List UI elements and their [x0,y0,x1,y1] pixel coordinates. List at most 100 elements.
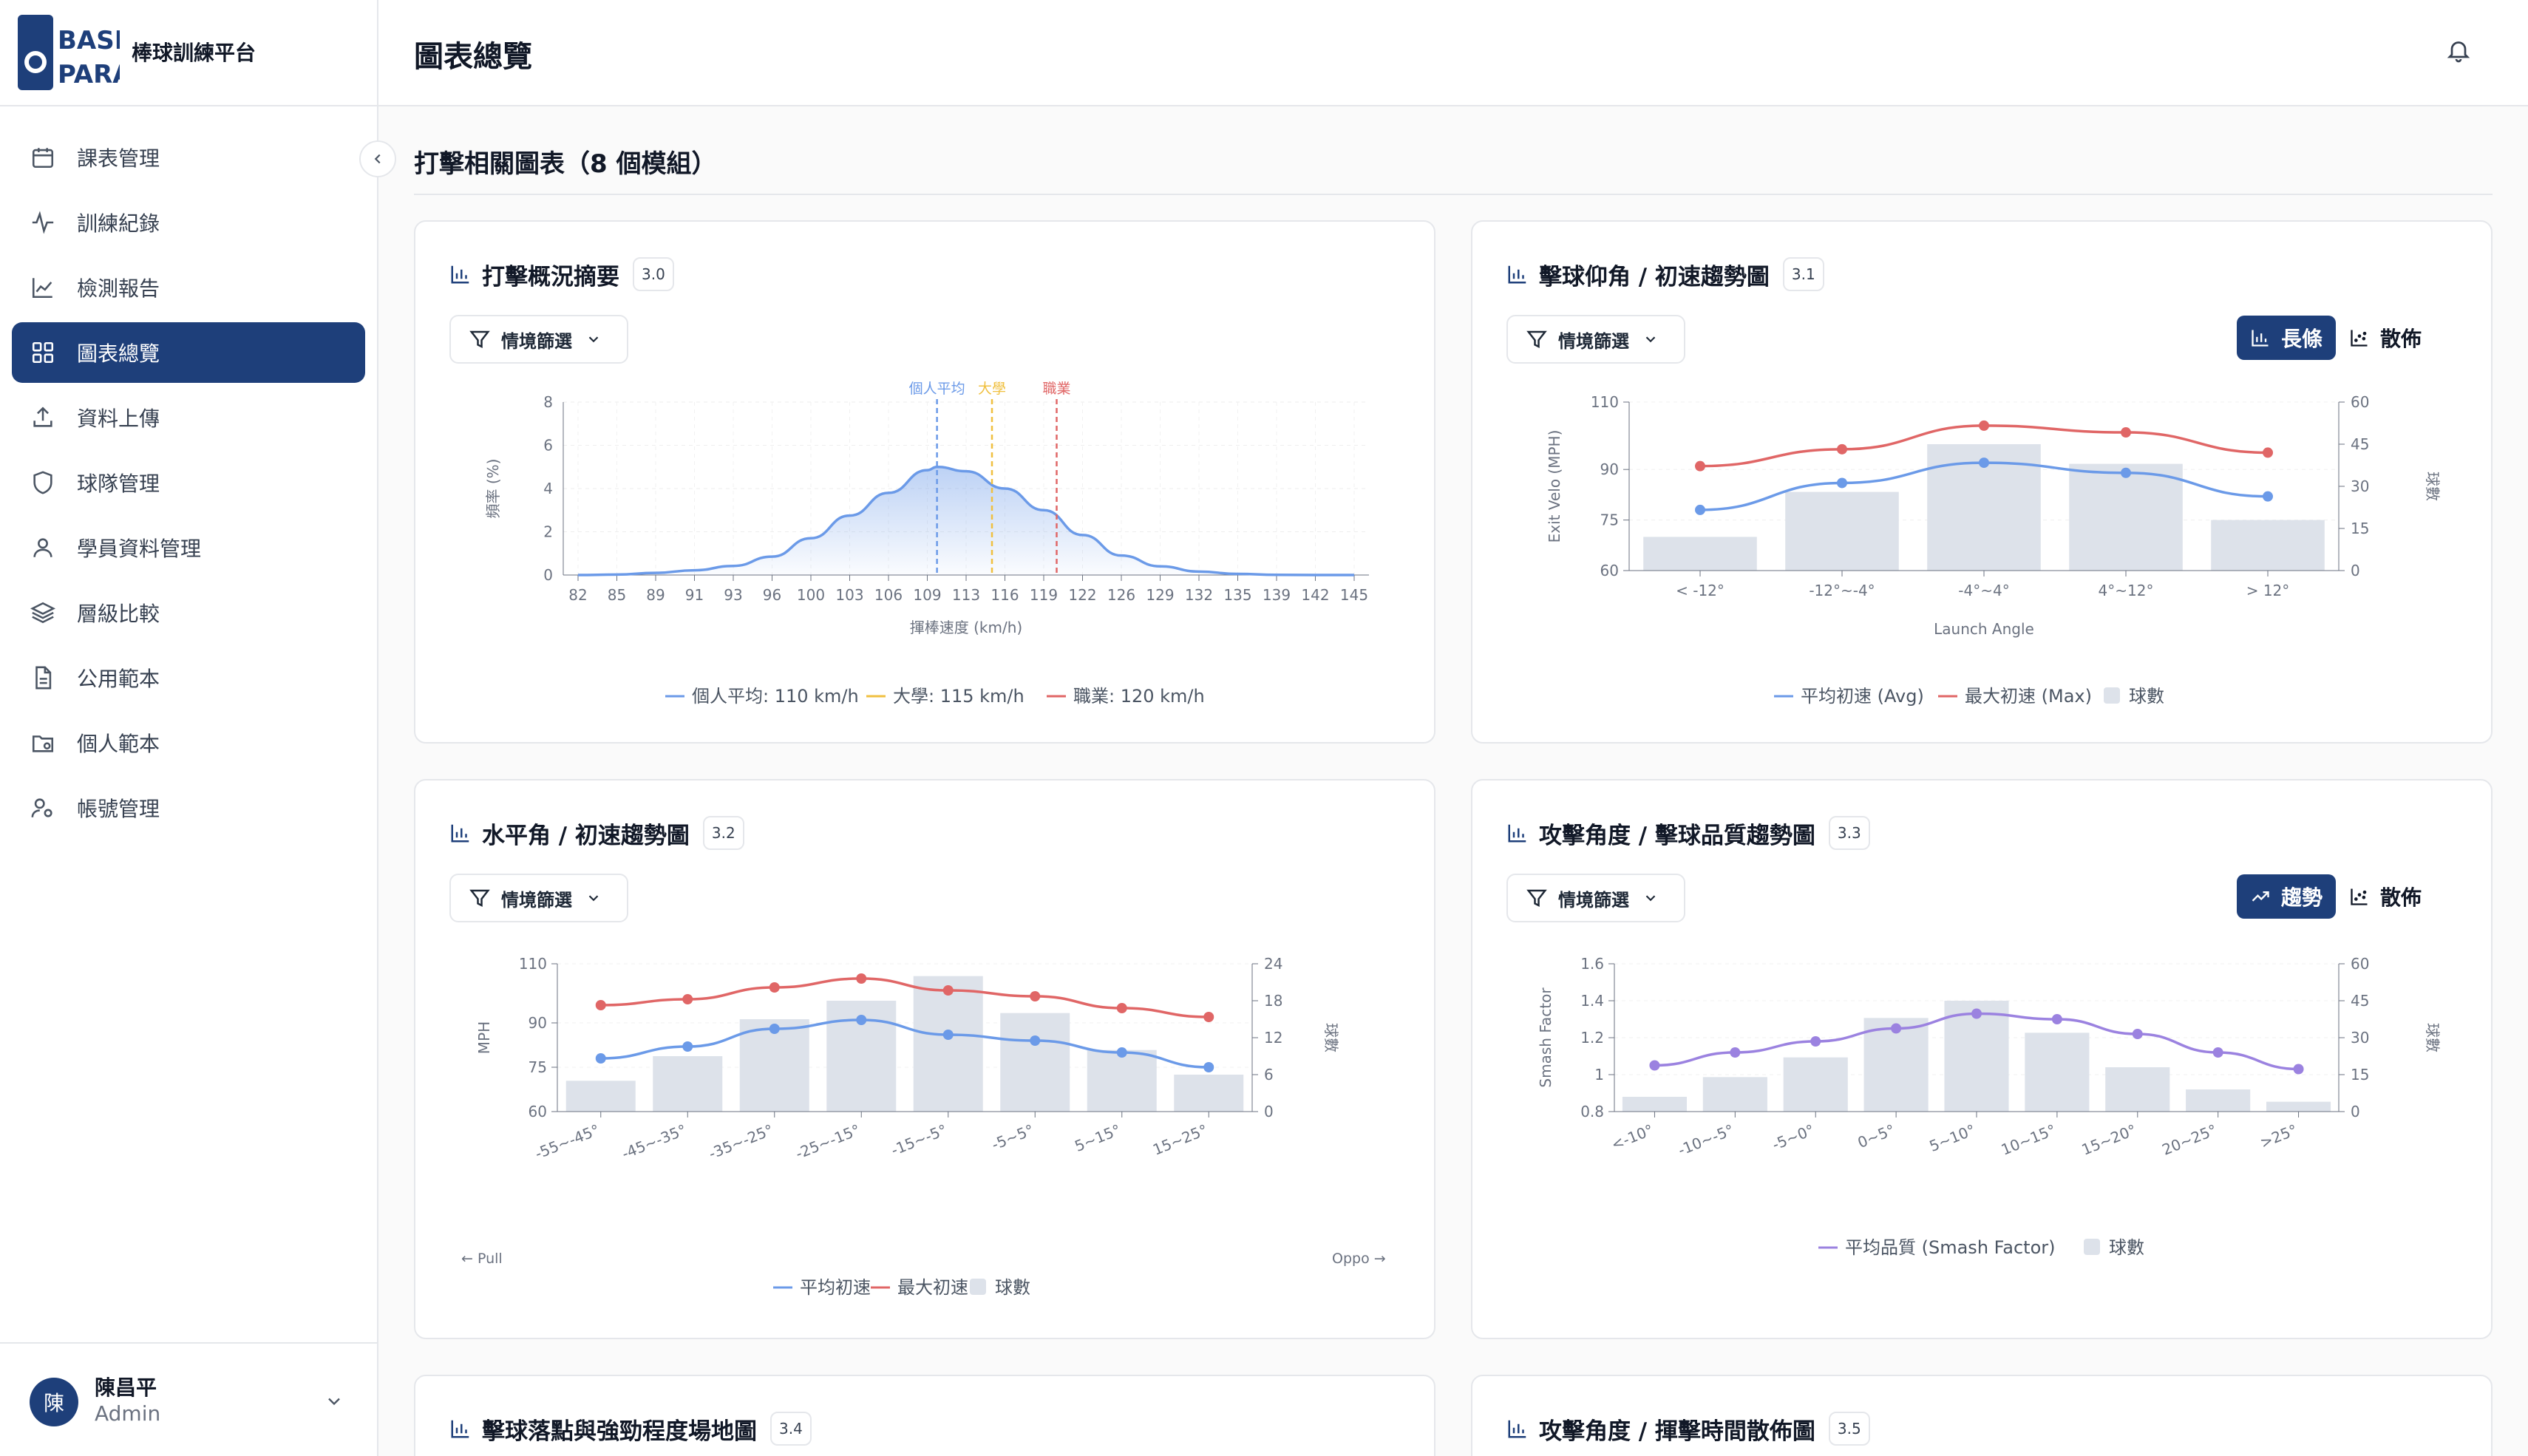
grid-icon [28,338,58,367]
x-tick-label: >25° [2257,1120,2300,1151]
bell-icon[interactable] [2445,37,2472,64]
x-tick-label: 129 [1146,586,1174,604]
filter-label: 情境篩選 [501,330,572,352]
series-point-0 [1730,1047,1741,1058]
sidebar-item-upload[interactable]: 資料上傳 [12,387,365,448]
y-tick-label: 1.4 [1580,992,1604,1010]
card-header: 打擊概況摘要 3.0 [449,257,674,291]
count-bar [1783,1057,1848,1112]
filter-label: 情境篩選 [501,889,572,911]
bar-chart-icon [2252,330,2269,347]
x-axis-title: Launch Angle [1934,620,2034,638]
sidebar-item-personal-templates[interactable]: 個人範本 [12,712,365,773]
y2-axis-title: 球數 [2424,1023,2442,1052]
count-bar [1000,1013,1070,1112]
sidebar-item-public-templates[interactable]: 公用範本 [12,647,365,708]
scenario-filter-button[interactable]: 情境篩選 [449,874,628,922]
y-tick-label: 1.2 [1580,1029,1604,1047]
chevron-down-icon [588,895,599,902]
card-title: 擊球仰角 / 初速趨勢圖 [1539,263,1770,290]
x-tick-label: -4°~4° [1958,582,2009,599]
sidebar-item-reports[interactable]: 檢測報告 [12,257,365,318]
card-title: 攻擊角度 / 揮擊時間散佈圖 [1539,1418,1815,1445]
sidebar-item-schedule[interactable]: 課表管理 [12,127,365,188]
series-point-0 [1695,504,1705,515]
trending-up-icon [2252,891,2269,902]
y-axis-title: Exit Velo (MPH) [1546,430,1563,543]
scenario-filter-button[interactable]: 情境篩選 [449,315,628,364]
series-point-0 [595,1053,606,1064]
series-point-1 [1695,460,1705,472]
x-tick-label: 122 [1068,586,1096,604]
bar-chart-icon [1508,265,1526,284]
sidebar-item-label: 訓練紀錄 [77,211,160,236]
series-point-0 [769,1024,780,1034]
reference-label-2: 職業 [1042,381,1070,397]
sidebar-item-teams[interactable]: 球隊管理 [12,452,365,513]
x-tick-label: 113 [952,586,980,604]
x-tick-label: 0~5° [1855,1120,1897,1151]
y2-tick-label: 60 [2351,955,2369,973]
count-bar [2025,1033,2090,1112]
chevron-down-icon [1645,895,1656,902]
filter-icon [1526,330,1547,349]
sidebar-item-label: 層級比較 [77,602,160,626]
sidebar-item-accounts[interactable]: 帳號管理 [12,778,365,838]
count-bar [1174,1075,1244,1112]
sidebar-item-level-compare[interactable]: 層級比較 [12,582,365,643]
sidebar-collapse-button[interactable] [359,140,396,177]
bar-view-button[interactable]: 長條 [2237,316,2337,360]
brand: BASE PARA 棒球訓練平台 [0,0,377,106]
user-gear-icon [28,793,58,823]
scatter-view-button[interactable]: 散佈 [2336,316,2435,360]
sidebar-item-students[interactable]: 學員資料管理 [12,517,365,578]
series-point-1 [2263,447,2273,458]
series-point-0 [1116,1047,1127,1058]
bar-chart-icon [1508,1420,1526,1438]
y2-tick-label: 15 [2351,1066,2369,1084]
x-tick-label: 85 [608,586,626,604]
sidebar-nav: 課表管理 訓練紀錄 檢測報告 圖表總覽 資料上傳 球隊管理 [12,127,365,843]
sidebar-item-label: 球隊管理 [77,472,160,496]
card-title: 攻擊角度 / 擊球品質趨勢圖 [1539,822,1815,849]
x-tick-label: 96 [763,586,781,604]
module-badge: 3.1 [1782,257,1824,291]
count-bar [2211,520,2325,571]
avatar: 陳 [30,1378,78,1426]
y-tick-label: 2 [543,523,553,541]
x-tick-label: 139 [1263,586,1291,604]
module-badge: 3.4 [770,1412,812,1446]
base-para-logo[interactable]: BASE PARA [16,13,120,92]
x-tick-label: -35~-25° [706,1120,775,1163]
chevron-down-icon [588,336,599,343]
sidebar-item-training-log[interactable]: 訓練紀錄 [12,192,365,253]
scenario-filter-button[interactable]: 情境篩選 [1506,874,1685,922]
count-bar [1944,1001,2009,1112]
bar-chart-icon [451,824,469,843]
scatter-view-button[interactable]: 散佈 [2336,874,2435,919]
series-point-1 [1979,420,1989,431]
series-point-0 [2263,491,2273,502]
y-tick-label: 90 [1600,460,1619,478]
oppo-label: Oppo → [1332,1251,1386,1267]
series-point-1 [769,982,780,993]
user-profile[interactable]: 陳 陳昌平 Admin [0,1342,377,1456]
view-toggle: 長條 散佈 [2237,315,2435,361]
sidebar-item-label: 圖表總覽 [77,341,160,366]
x-tick-label: 15~25° [1150,1120,1210,1158]
scatter-chart-icon [2351,330,2368,347]
chevron-down-icon[interactable] [324,1391,344,1412]
sidebar-item-label: 個人範本 [77,732,160,756]
launch-angle-exit-velo-chart: 60 75 90 110 0 15 30 45 60 < -12° -12°~-4° -4°~4° 4°… [1546,393,2442,707]
count-bar [1702,1077,1767,1112]
scenario-filter-button[interactable]: 情境篩選 [1506,315,1685,364]
toggle-label: 長條 [2281,327,2323,351]
count-bar [2266,1101,2331,1112]
reference-label-0: 個人平均 [909,381,965,397]
y-tick-label: 0 [543,566,553,584]
series-point-0 [1810,1036,1821,1047]
sidebar-item-charts[interactable]: 圖表總覽 [12,322,365,383]
series-point-0 [1030,1035,1041,1046]
trend-view-button[interactable]: 趨勢 [2237,874,2337,919]
shield-icon [28,468,58,497]
